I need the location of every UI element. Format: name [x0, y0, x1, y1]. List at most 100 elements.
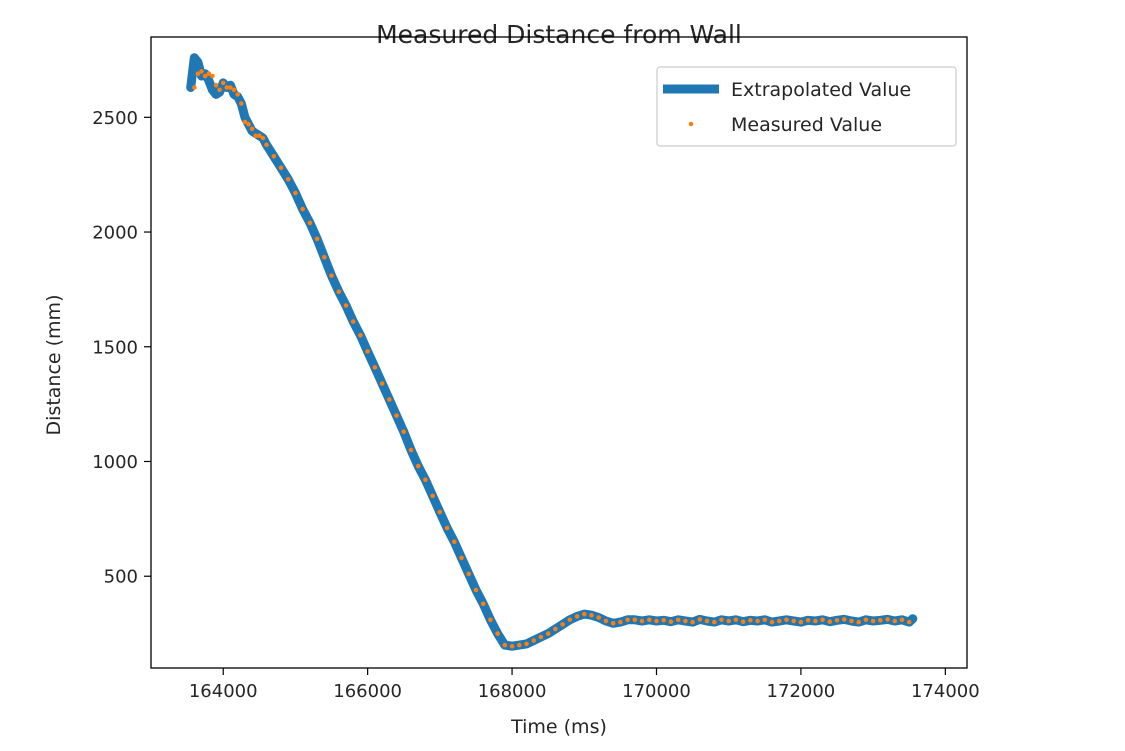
- measured-point: [870, 618, 876, 624]
- measured-point: [740, 619, 746, 624]
- measured-point: [827, 619, 833, 624]
- measured-point: [733, 617, 739, 623]
- measured-point: [253, 133, 258, 138]
- measured-point: [813, 618, 818, 624]
- legend-label-measured: Measured Value: [731, 114, 882, 136]
- measured-point: [639, 618, 645, 624]
- measured-point: [285, 177, 291, 182]
- legend-swatch-measured: [688, 121, 694, 127]
- measured-point: [423, 477, 428, 483]
- legend-box: [656, 66, 957, 147]
- measured-point: [545, 631, 551, 636]
- measured-point: [379, 381, 385, 386]
- legend-label-extrapolated: Extrapolated Value: [731, 79, 911, 101]
- measured-point: [235, 92, 240, 97]
- measured-point: [239, 101, 244, 106]
- measured-point: [690, 619, 695, 625]
- measured-point: [220, 80, 226, 86]
- measured-point: [820, 617, 825, 623]
- measured-point: [488, 617, 493, 623]
- measured-point: [553, 626, 558, 632]
- measured-point: [336, 289, 342, 295]
- measured-point: [892, 618, 898, 624]
- measured-point: [834, 618, 840, 623]
- measured-point: [675, 617, 681, 623]
- measured-point: [509, 643, 515, 649]
- measured-point: [618, 619, 623, 625]
- measured-point: [394, 413, 399, 418]
- measured-point: [798, 619, 804, 625]
- measured-point: [769, 619, 775, 625]
- measured-point: [856, 619, 861, 625]
- y-tick-label: 2000: [92, 223, 138, 244]
- measured-point: [726, 618, 731, 624]
- series-layer: [186, 53, 918, 651]
- measured-point: [668, 619, 674, 624]
- measured-point: [531, 638, 536, 643]
- plot-area: [150, 36, 968, 669]
- measured-point: [246, 121, 251, 127]
- measured-point: [242, 119, 248, 125]
- measured-point: [841, 617, 847, 622]
- measured-point: [466, 571, 472, 577]
- measured-point: [878, 618, 883, 623]
- measured-point: [589, 612, 594, 618]
- measured-point: [192, 85, 197, 90]
- measured-point: [647, 617, 652, 623]
- measured-point: [257, 133, 262, 138]
- measured-point: [249, 126, 255, 132]
- measured-point: [603, 618, 609, 624]
- measured-point: [217, 87, 222, 93]
- measured-point: [415, 463, 421, 469]
- x-axis-label: Time (ms): [510, 716, 607, 738]
- measured-point: [202, 73, 208, 79]
- x-tick-label: 172000: [767, 681, 836, 702]
- measured-point: [704, 618, 710, 624]
- y-tick-label: 1000: [92, 452, 138, 473]
- measured-point: [610, 621, 616, 626]
- measured-point: [762, 617, 768, 623]
- measured-point: [271, 154, 277, 159]
- measured-point: [560, 622, 565, 627]
- measured-point: [459, 555, 464, 561]
- measured-point: [329, 273, 334, 278]
- measured-point: [372, 365, 378, 370]
- measured-point: [365, 349, 370, 354]
- x-tick-label: 168000: [478, 681, 547, 702]
- measured-point: [387, 397, 392, 402]
- measured-point: [452, 539, 457, 545]
- measured-point: [293, 190, 298, 196]
- measured-point: [574, 614, 580, 619]
- measured-point: [401, 429, 407, 435]
- x-tick-label: 170000: [622, 681, 691, 702]
- y-tick-label: 1500: [92, 337, 138, 358]
- x-tick-label: 166000: [333, 681, 402, 702]
- measured-point: [517, 642, 522, 648]
- measured-point: [697, 617, 703, 622]
- measured-point: [195, 71, 201, 76]
- measured-point: [582, 611, 587, 617]
- measured-point: [300, 206, 305, 212]
- measured-point: [863, 617, 869, 623]
- measured-point: [899, 617, 905, 623]
- measured-point: [524, 641, 529, 647]
- measured-point: [228, 85, 233, 90]
- measured-point: [712, 619, 717, 625]
- measured-point: [437, 509, 443, 515]
- measured-point: [260, 135, 266, 141]
- measured-point: [538, 634, 544, 640]
- measured-point: [231, 87, 237, 93]
- measured-point: [408, 447, 414, 453]
- measured-point: [199, 69, 204, 74]
- measured-point: [719, 617, 724, 623]
- measured-point: [322, 254, 327, 260]
- x-tick-label: 164000: [189, 681, 258, 702]
- measured-point: [625, 617, 630, 623]
- measured-point: [358, 333, 363, 338]
- measured-point: [885, 617, 890, 622]
- x-tick-label: 174000: [911, 681, 980, 702]
- measured-point: [906, 619, 912, 625]
- measured-point: [596, 615, 601, 620]
- measured-point: [480, 601, 486, 607]
